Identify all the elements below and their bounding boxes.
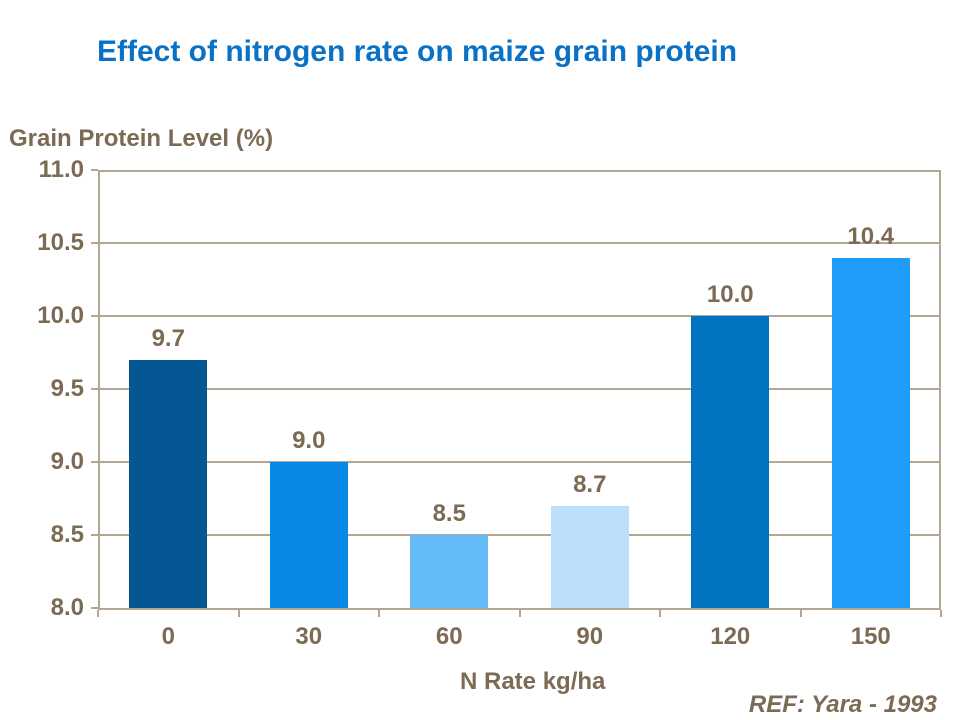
y-axis-tick <box>91 169 98 171</box>
x-axis-tick <box>799 610 802 617</box>
gridline <box>98 534 941 536</box>
y-axis-tick <box>91 461 98 463</box>
y-tick-label: 8.0 <box>50 594 84 621</box>
x-axis-tick <box>237 610 240 617</box>
bar <box>269 462 348 608</box>
y-axis-tick <box>91 534 98 536</box>
bar <box>691 316 770 608</box>
x-tick-label: 120 <box>710 623 751 650</box>
y-tick-label: 8.5 <box>50 521 84 548</box>
x-axis-tick <box>97 610 99 617</box>
x-tick-label: 150 <box>850 623 891 650</box>
y-axis-tick <box>91 315 98 317</box>
bar-value-label: 9.0 <box>292 427 326 454</box>
bar <box>831 257 910 608</box>
bar-value-label: 9.7 <box>151 324 185 352</box>
bar-value-label: 10.0 <box>706 281 754 308</box>
x-axis-title: N Rate kg/ha <box>460 668 606 695</box>
bar <box>129 359 208 608</box>
bar-value-label: 10.4 <box>847 222 895 250</box>
x-axis-tick <box>659 610 661 617</box>
x-axis-tick <box>378 610 380 617</box>
reference-note: REF: Yara - 1993 <box>748 691 937 718</box>
y-axis-title: Grain Protein Level (%) <box>9 125 274 152</box>
y-tick-label: 10.0 <box>37 302 84 329</box>
plot-area-border <box>98 170 941 610</box>
x-tick-label: 30 <box>295 623 323 650</box>
y-axis-tick <box>91 388 98 390</box>
bar <box>550 505 629 608</box>
bar-value-label: 8.5 <box>432 500 466 527</box>
y-tick-label: 9.5 <box>50 375 84 402</box>
slide-title: Effect of nitrogen rate on maize grain p… <box>97 35 738 68</box>
gridline <box>98 461 941 463</box>
x-tick-label: 60 <box>435 623 463 650</box>
gridline <box>98 388 941 390</box>
y-tick-label: 11.0 <box>38 156 84 183</box>
bar-value-label: 8.7 <box>573 470 607 498</box>
gridline <box>98 242 941 244</box>
x-tick-label: 90 <box>576 623 604 650</box>
x-tick-label: 0 <box>161 623 175 650</box>
x-axis-tick <box>940 610 942 617</box>
y-axis-tick <box>91 607 98 609</box>
y-tick-label: 10.5 <box>37 229 84 256</box>
y-axis-tick <box>91 242 98 244</box>
gridline <box>98 315 941 317</box>
x-axis-tick <box>518 610 521 617</box>
y-tick-label: 9.0 <box>50 448 84 475</box>
bar <box>410 535 489 608</box>
